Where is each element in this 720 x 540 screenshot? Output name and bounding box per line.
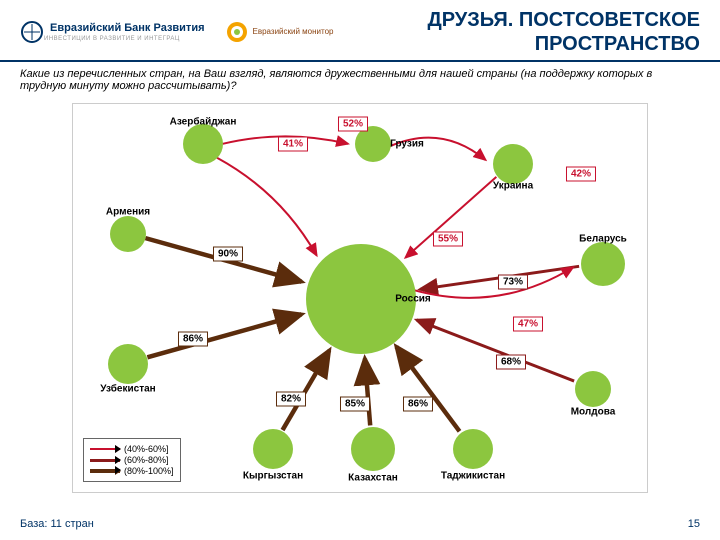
- page-number: 15: [688, 518, 700, 530]
- legend-row: (40%-60%]: [90, 444, 174, 454]
- node-label-azerbaijan: Азербайджан: [170, 117, 237, 128]
- monitor-logo: Евразийский монитор: [225, 20, 334, 44]
- legend-label: (40%-60%]: [124, 444, 169, 454]
- node-label-kazakhstan: Казахстан: [348, 473, 398, 484]
- edge-percent: 86%: [178, 332, 208, 347]
- question-text: Какие из перечисленных стран, на Ваш взг…: [0, 62, 720, 98]
- bank-name: Евразийский Банк Развития: [50, 22, 205, 34]
- edge-percent: 52%: [338, 117, 368, 132]
- bank-logo: Евразийский Банк Развития ИНВЕСТИЦИИ В Р…: [20, 20, 205, 44]
- node-moldova: [575, 371, 611, 407]
- legend-arrow: [90, 448, 120, 450]
- edge: [147, 314, 301, 357]
- monitor-icon: [225, 20, 249, 44]
- monitor-name: Евразийский монитор: [253, 28, 334, 37]
- edge-percent: 47%: [513, 317, 543, 332]
- legend-label: (60%-80%]: [124, 455, 169, 465]
- node-tajikistan: [453, 429, 493, 469]
- edge-percent: 73%: [498, 275, 528, 290]
- legend-row: (60%-80%]: [90, 455, 174, 465]
- node-armenia: [110, 216, 146, 252]
- edge-percent: 90%: [213, 247, 243, 262]
- legend-arrow: [90, 459, 120, 462]
- edge-percent: 41%: [278, 137, 308, 152]
- legend: (40%-60%](60%-80%](80%-100%]: [83, 438, 181, 482]
- edge-percent: 82%: [276, 392, 306, 407]
- network-diagram: (40%-60%](60%-80%](80%-100%] 90% 86% 82% 85…: [72, 103, 648, 493]
- node-azerbaijan: [183, 124, 223, 164]
- edge: [417, 320, 575, 381]
- bank-icon: [20, 20, 44, 44]
- edge: [365, 358, 370, 425]
- edge-percent: 86%: [403, 397, 433, 412]
- node-uzbekistan: [108, 344, 148, 384]
- node-kazakhstan: [351, 427, 395, 471]
- edge-percent: 68%: [496, 355, 526, 370]
- node-label-russia: Россия: [395, 294, 431, 305]
- node-label-tajikistan: Таджикистан: [441, 471, 505, 482]
- edge-percent: 55%: [433, 232, 463, 247]
- legend-arrow: [90, 469, 120, 474]
- node-label-armenia: Армения: [106, 207, 150, 218]
- node-label-belarus: Беларусь: [579, 234, 627, 245]
- edge: [283, 350, 330, 430]
- node-label-uzbekistan: Узбекистан: [100, 384, 155, 395]
- edge-percent: 42%: [566, 167, 596, 182]
- legend-label: (80%-100%]: [124, 466, 174, 476]
- node-kyrgyzstan: [253, 429, 293, 469]
- node-label-ukraine: Украина: [493, 181, 533, 192]
- legend-row: (80%-100%]: [90, 466, 174, 476]
- edge: [217, 158, 317, 256]
- node-label-georgia: Грузия: [390, 139, 424, 150]
- node-belarus: [581, 242, 625, 286]
- page-title: ДРУЗЬЯ. ПОСТСОВЕТСКОЕ ПРОСТРАНСТВО: [333, 8, 700, 56]
- header: Евразийский Банк Развития ИНВЕСТИЦИИ В Р…: [0, 0, 720, 62]
- edge: [396, 347, 459, 432]
- footer-text: База: 11 стран: [20, 518, 94, 530]
- edge-percent: 85%: [340, 397, 370, 412]
- node-ukraine: [493, 144, 533, 184]
- node-label-moldova: Молдова: [571, 407, 616, 418]
- bank-sub: ИНВЕСТИЦИИ В РАЗВИТИЕ И ИНТЕГРАЦ: [44, 36, 205, 42]
- node-label-kyrgyzstan: Кыргызстан: [243, 471, 303, 482]
